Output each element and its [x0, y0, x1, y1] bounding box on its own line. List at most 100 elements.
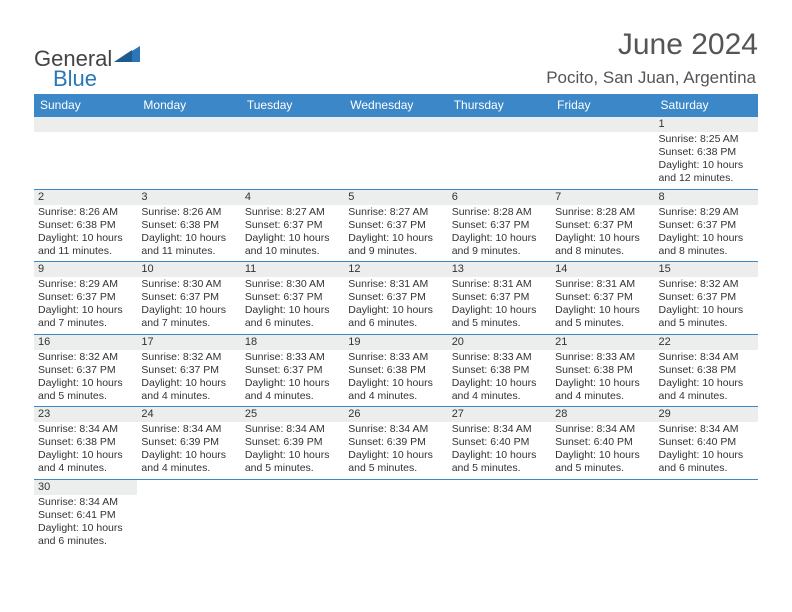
calendar-cell: 9Sunrise: 8:29 AMSunset: 6:37 PMDaylight… — [34, 262, 137, 335]
day-number: 15 — [655, 262, 758, 277]
calendar-cell: 27Sunrise: 8:34 AMSunset: 6:40 PMDayligh… — [448, 407, 551, 480]
day-number-empty — [137, 117, 240, 132]
sunset-line: Sunset: 6:38 PM — [38, 436, 116, 448]
calendar-cell — [655, 479, 758, 551]
sunrise-line: Sunrise: 8:28 AM — [452, 206, 532, 218]
sunset-line: Sunset: 6:37 PM — [245, 364, 323, 376]
day-details: Sunrise: 8:30 AMSunset: 6:37 PMDaylight:… — [137, 277, 240, 334]
day-lines-empty — [344, 132, 447, 182]
calendar-cell — [551, 117, 654, 190]
day-number: 17 — [137, 335, 240, 350]
daylight-line: Daylight: 10 hours and 5 minutes. — [452, 449, 537, 474]
day-details: Sunrise: 8:34 AMSunset: 6:38 PMDaylight:… — [34, 422, 137, 479]
sunrise-line: Sunrise: 8:28 AM — [555, 206, 635, 218]
calendar-cell: 10Sunrise: 8:30 AMSunset: 6:37 PMDayligh… — [137, 262, 240, 335]
calendar-cell: 12Sunrise: 8:31 AMSunset: 6:37 PMDayligh… — [344, 262, 447, 335]
sunrise-line: Sunrise: 8:33 AM — [245, 351, 325, 363]
sunset-line: Sunset: 6:38 PM — [38, 219, 116, 231]
day-number: 18 — [241, 335, 344, 350]
sunrise-line: Sunrise: 8:34 AM — [38, 496, 118, 508]
day-number: 8 — [655, 190, 758, 205]
page-header: General Blue June 2024 Pocito, San Juan,… — [0, 0, 792, 94]
weekday-header: Saturday — [655, 94, 758, 117]
calendar-cell: 18Sunrise: 8:33 AMSunset: 6:37 PMDayligh… — [241, 334, 344, 407]
day-details: Sunrise: 8:29 AMSunset: 6:37 PMDaylight:… — [655, 205, 758, 262]
day-details: Sunrise: 8:26 AMSunset: 6:38 PMDaylight:… — [34, 205, 137, 262]
sunset-line: Sunset: 6:37 PM — [555, 219, 633, 231]
daylight-line: Daylight: 10 hours and 8 minutes. — [555, 232, 640, 257]
day-number: 5 — [344, 190, 447, 205]
calendar-cell: 6Sunrise: 8:28 AMSunset: 6:37 PMDaylight… — [448, 189, 551, 262]
sunrise-line: Sunrise: 8:31 AM — [452, 278, 532, 290]
daylight-line: Daylight: 10 hours and 4 minutes. — [348, 377, 433, 402]
sunset-line: Sunset: 6:38 PM — [348, 364, 426, 376]
sunrise-line: Sunrise: 8:34 AM — [141, 423, 221, 435]
sunset-line: Sunset: 6:38 PM — [659, 364, 737, 376]
day-number: 14 — [551, 262, 654, 277]
calendar-cell: 23Sunrise: 8:34 AMSunset: 6:38 PMDayligh… — [34, 407, 137, 480]
calendar-cell — [137, 117, 240, 190]
title-block: June 2024 Pocito, San Juan, Argentina — [34, 28, 758, 88]
daylight-line: Daylight: 10 hours and 7 minutes. — [141, 304, 226, 329]
day-lines-empty — [241, 132, 344, 182]
day-lines-empty — [551, 132, 654, 182]
weekday-header: Tuesday — [241, 94, 344, 117]
daylight-line: Daylight: 10 hours and 11 minutes. — [38, 232, 123, 257]
sunrise-line: Sunrise: 8:34 AM — [38, 423, 118, 435]
calendar-week-row: 9Sunrise: 8:29 AMSunset: 6:37 PMDaylight… — [34, 262, 758, 335]
day-details: Sunrise: 8:32 AMSunset: 6:37 PMDaylight:… — [34, 350, 137, 407]
logo-text-blue: Blue — [53, 66, 97, 91]
day-details: Sunrise: 8:34 AMSunset: 6:39 PMDaylight:… — [241, 422, 344, 479]
day-details: Sunrise: 8:33 AMSunset: 6:38 PMDaylight:… — [551, 350, 654, 407]
daylight-line: Daylight: 10 hours and 6 minutes. — [245, 304, 330, 329]
sunrise-line: Sunrise: 8:33 AM — [555, 351, 635, 363]
day-details: Sunrise: 8:28 AMSunset: 6:37 PMDaylight:… — [448, 205, 551, 262]
calendar-cell — [344, 117, 447, 190]
sunrise-line: Sunrise: 8:33 AM — [452, 351, 532, 363]
daylight-line: Daylight: 10 hours and 5 minutes. — [555, 304, 640, 329]
day-details: Sunrise: 8:34 AMSunset: 6:40 PMDaylight:… — [655, 422, 758, 479]
calendar-cell: 29Sunrise: 8:34 AMSunset: 6:40 PMDayligh… — [655, 407, 758, 480]
sunrise-line: Sunrise: 8:34 AM — [348, 423, 428, 435]
calendar-cell — [551, 479, 654, 551]
calendar-cell — [448, 479, 551, 551]
calendar-cell — [448, 117, 551, 190]
day-number: 26 — [344, 407, 447, 422]
calendar-week-row: 2Sunrise: 8:26 AMSunset: 6:38 PMDaylight… — [34, 189, 758, 262]
day-details: Sunrise: 8:31 AMSunset: 6:37 PMDaylight:… — [551, 277, 654, 334]
calendar-cell: 21Sunrise: 8:33 AMSunset: 6:38 PMDayligh… — [551, 334, 654, 407]
sunrise-line: Sunrise: 8:27 AM — [245, 206, 325, 218]
day-number: 30 — [34, 480, 137, 495]
logo-text-blue-wrap: Blue — [53, 66, 97, 92]
calendar-cell: 1Sunrise: 8:25 AMSunset: 6:38 PMDaylight… — [655, 117, 758, 190]
day-details: Sunrise: 8:34 AMSunset: 6:41 PMDaylight:… — [34, 495, 137, 552]
calendar-table: SundayMondayTuesdayWednesdayThursdayFrid… — [34, 94, 758, 551]
calendar-cell: 14Sunrise: 8:31 AMSunset: 6:37 PMDayligh… — [551, 262, 654, 335]
day-number: 27 — [448, 407, 551, 422]
day-number-empty — [241, 117, 344, 132]
logo-triangle-icon — [114, 44, 140, 67]
sunset-line: Sunset: 6:37 PM — [659, 291, 737, 303]
sunrise-line: Sunrise: 8:32 AM — [659, 278, 739, 290]
day-details: Sunrise: 8:27 AMSunset: 6:37 PMDaylight:… — [241, 205, 344, 262]
daylight-line: Daylight: 10 hours and 5 minutes. — [38, 377, 123, 402]
sunrise-line: Sunrise: 8:33 AM — [348, 351, 428, 363]
day-number: 1 — [655, 117, 758, 132]
day-number: 2 — [34, 190, 137, 205]
day-lines-empty — [137, 132, 240, 182]
day-number: 6 — [448, 190, 551, 205]
daylight-line: Daylight: 10 hours and 4 minutes. — [555, 377, 640, 402]
daylight-line: Daylight: 10 hours and 6 minutes. — [38, 522, 123, 547]
calendar-cell: 17Sunrise: 8:32 AMSunset: 6:37 PMDayligh… — [137, 334, 240, 407]
daylight-line: Daylight: 10 hours and 9 minutes. — [452, 232, 537, 257]
sunset-line: Sunset: 6:37 PM — [348, 291, 426, 303]
sunrise-line: Sunrise: 8:25 AM — [659, 133, 739, 145]
calendar-cell — [241, 117, 344, 190]
sunset-line: Sunset: 6:39 PM — [245, 436, 323, 448]
calendar-cell — [241, 479, 344, 551]
daylight-line: Daylight: 10 hours and 4 minutes. — [659, 377, 744, 402]
day-details: Sunrise: 8:34 AMSunset: 6:40 PMDaylight:… — [448, 422, 551, 479]
sunset-line: Sunset: 6:37 PM — [452, 219, 530, 231]
sunset-line: Sunset: 6:39 PM — [141, 436, 219, 448]
month-title: June 2024 — [34, 28, 758, 62]
